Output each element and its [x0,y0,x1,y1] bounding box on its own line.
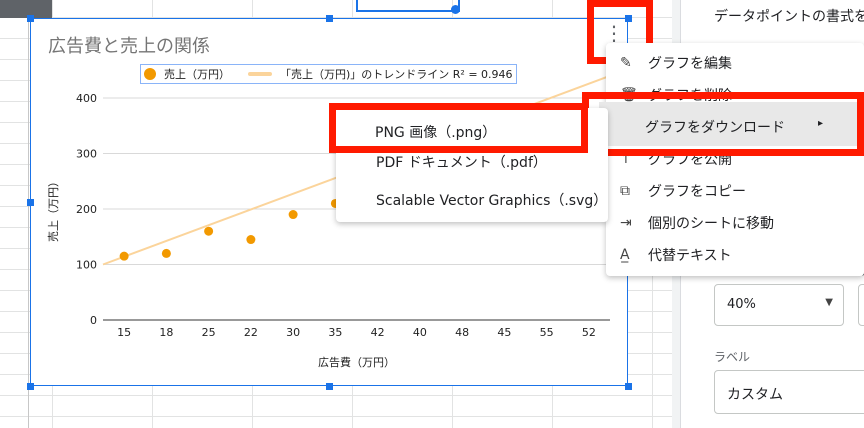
submenu-item-svg[interactable]: Scalable Vector Graphics（.svg） [376,193,608,209]
chart-title[interactable]: 広告費と売上の関係 [48,36,210,57]
x-tick-label-2: 25 [202,326,216,339]
menu-item-move-to-sheet[interactable]: ⇥ 個別のシートに移動 [606,207,864,239]
data-point-0 [119,251,129,261]
data-point-2 [204,226,214,236]
submenu-item-pdf[interactable]: PDF ドキュメント（.pdf） [376,155,547,171]
copy-icon: ⧉ [620,183,630,199]
y-tick-label-0: 0 [90,314,97,327]
panel-side-field-2[interactable] [858,284,864,326]
selection-handle[interactable] [451,5,460,14]
x-tick-label-8: 48 [455,326,469,339]
alt-text-icon: A̲ [620,247,630,263]
label-heading: ラベル [714,350,751,364]
menu-item-edit-chart[interactable]: ✎ グラフを編集 [606,47,864,79]
resize-handle-tl[interactable] [27,15,34,22]
row-header-strip [0,0,29,428]
panel-section-title: データポイントの書式を [714,9,864,25]
submenu-item-png[interactable] [329,103,588,153]
resize-handle-b[interactable] [326,383,333,390]
x-axis-title: 広告費（万円） [318,355,395,369]
legend-trendline-label: 「売上（万円)」のトレンドライン R² = 0.946 [280,68,513,81]
submenu-item-png-label: PNG 画像（.png） [375,125,497,141]
x-tick-label-9: 45 [497,326,511,339]
pencil-icon: ✎ [620,55,632,71]
submenu-arrow-icon: ▸ [818,118,824,129]
x-tick-label-1: 18 [159,326,173,339]
x-tick-label-5: 35 [328,326,342,339]
y-tick-label-4: 400 [76,92,97,105]
data-point-1 [161,248,171,258]
x-tick-label-7: 40 [413,326,427,339]
legend-marker-dot-icon [144,68,156,80]
chart-context-menu: ✎ グラフを編集 🗑 グラフを削除 ↑ グラフを公開 ⧉ グラフをコピー ⇥ 個… [606,43,864,276]
more-options-icon[interactable]: ⋮ [604,21,624,45]
legend-series-label: 売上（万円） [164,68,230,81]
y-axis-title: 売上（万円） [47,176,60,242]
resize-handle-bl[interactable] [27,383,34,390]
label-select[interactable]: カスタム [714,370,864,414]
data-point-4 [288,210,298,220]
upload-icon: ↑ [620,151,632,167]
resize-handle-l[interactable] [27,199,34,206]
data-point-3 [246,235,256,245]
x-tick-label-4: 30 [286,326,300,339]
dropdown-caret-icon: ▼ [825,297,833,308]
x-tick-label-3: 22 [244,326,258,339]
highlight-box-download [582,92,864,156]
menu-item-publish-chart[interactable]: ↑ グラフを公開 [606,143,864,175]
selected-cell[interactable] [356,0,460,12]
opacity-value: 40% [727,297,756,312]
y-tick-label-2: 200 [76,203,97,216]
download-chart-label: グラフをダウンロード [645,120,785,136]
x-tick-label-6: 42 [371,326,385,339]
resize-handle-tr[interactable] [625,15,632,22]
chart-legend[interactable]: 売上（万円） 「売上（万円)」のトレンドライン R² = 0.946 [140,64,517,84]
opacity-select[interactable]: 40% ▼ [714,284,844,326]
resize-handle-t[interactable] [326,15,333,22]
menu-item-copy-chart[interactable]: ⧉ グラフをコピー [606,175,864,207]
label-value: カスタム [727,387,783,403]
menu-item-alt-text[interactable]: A̲ 代替テキスト [606,239,864,271]
x-tick-label-11: 52 [582,326,596,339]
y-tick-label-1: 100 [76,259,97,272]
resize-handle-br[interactable] [625,383,632,390]
sheet-corner [0,0,52,18]
menu-item-download-chart[interactable] [599,102,857,146]
x-tick-label-0: 15 [117,326,131,339]
y-tick-label-3: 300 [76,148,97,161]
legend-trendline-icon [248,72,272,76]
x-tick-label-10: 55 [540,326,554,339]
move-to-sheet-icon: ⇥ [620,215,632,231]
